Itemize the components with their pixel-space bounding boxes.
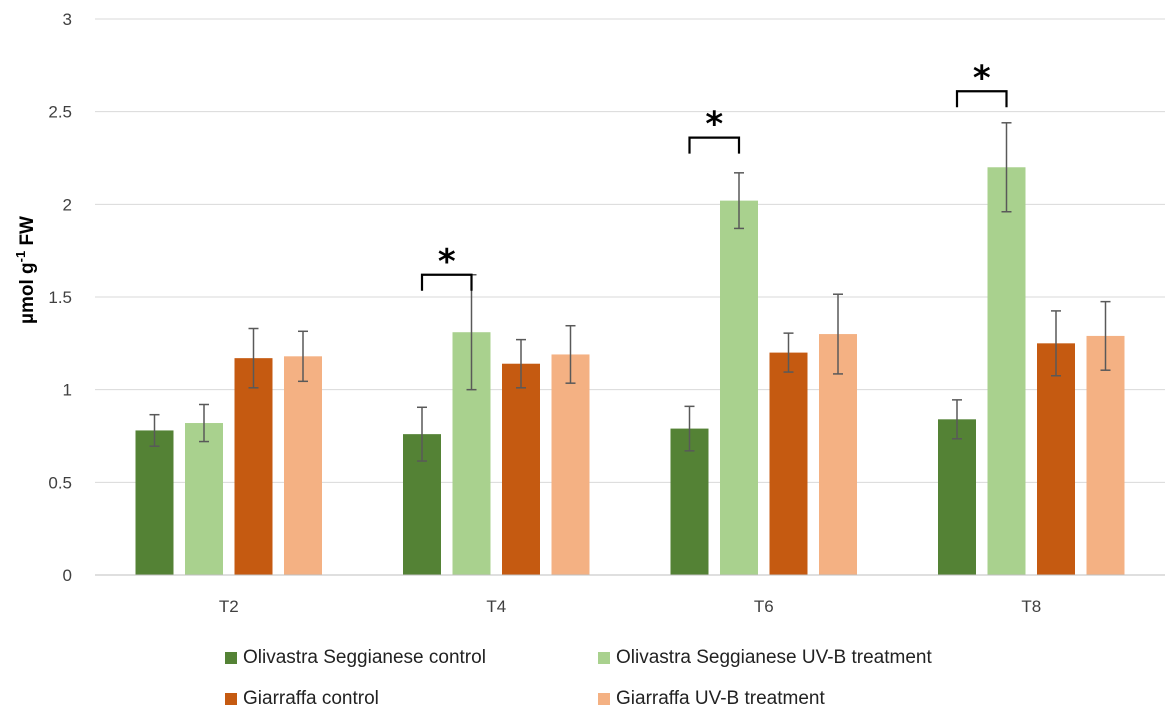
significance-star: * [705,105,723,145]
y-axis-label-sup: -1 [13,251,28,263]
gridlines [95,18,1165,483]
bar [987,167,1026,575]
x-tick-label: T2 [219,597,239,616]
significance-star: * [973,58,991,98]
significance-bracket [420,273,473,291]
bar [1086,335,1125,575]
bar [938,419,976,575]
significance-star: * [438,242,456,282]
y-tick-label: 1 [63,381,72,400]
bar [670,428,709,575]
bar [720,200,758,576]
y-tick-label: 0 [63,566,72,585]
bar [234,358,273,575]
significance-bracket [955,90,1008,108]
y-tick-label: 1.5 [48,288,72,307]
y-axis-label: µmol g-1 FW [13,216,38,324]
bar [284,356,322,575]
y-tick-label: 2.5 [48,103,72,122]
y-tick-label: 2 [63,195,72,214]
y-axis-label-tail: FW [17,216,38,251]
y-tick-label: 3 [63,10,72,29]
bars [135,167,1125,576]
x-tick-label: T6 [754,597,774,616]
bar [1037,343,1075,575]
significance-annotations: * * * [420,58,1008,291]
bar [185,423,223,575]
y-tick-label: 0.5 [48,473,72,492]
bar [135,430,174,575]
significance-bracket [688,136,741,154]
bar [551,354,590,575]
bar [769,352,808,575]
x-tick-label: T4 [486,597,506,616]
axes: 0 0.5 1 1.5 2 2.5 3 T2 T4 T6 T8 [48,10,1165,616]
y-axis-label-main: µmol g [17,262,38,324]
error-bars [149,122,1111,462]
bar [502,363,540,575]
x-tick-label: T8 [1021,597,1041,616]
